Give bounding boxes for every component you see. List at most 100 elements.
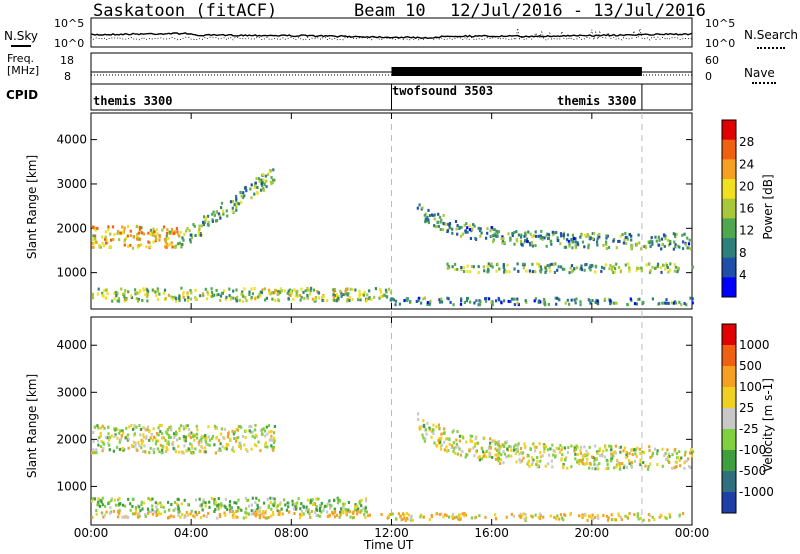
power-echo <box>475 299 478 303</box>
power-echo <box>490 300 493 304</box>
power-ylabel: Slant Range [km] <box>25 154 39 260</box>
velocity-echo <box>649 462 652 466</box>
velocity-echo <box>653 447 657 451</box>
velocity-echo <box>97 439 100 443</box>
velocity-echo <box>339 513 342 517</box>
velocity-echo <box>316 514 319 517</box>
power-echo <box>212 210 215 214</box>
velocity-echo <box>208 500 211 504</box>
velocity-echo <box>264 443 267 447</box>
power-echo <box>515 230 518 234</box>
velocity-echo <box>529 447 532 451</box>
velocity-echo <box>141 439 145 443</box>
velocity-echo <box>520 514 523 518</box>
velocity-echo <box>598 449 601 453</box>
velocity-echo <box>239 443 242 447</box>
power-echo <box>406 297 409 301</box>
velocity-echo <box>131 498 134 502</box>
velocity-echo <box>182 435 185 439</box>
velocity-echo <box>480 457 483 461</box>
velocity-echo <box>271 439 274 442</box>
power-echo <box>624 263 627 267</box>
velocity-echo <box>520 451 523 455</box>
power-echo <box>687 242 691 246</box>
power-echo <box>358 289 361 293</box>
power-echo <box>685 303 688 307</box>
power-echo <box>661 301 664 305</box>
velocity-echo <box>444 513 447 517</box>
power-echo <box>628 269 631 273</box>
velocity-echo <box>151 497 154 501</box>
power-echo <box>673 269 676 273</box>
velocity-echo <box>107 432 110 436</box>
velocity-echo <box>227 432 230 436</box>
velocity-echo <box>478 458 481 462</box>
velocity-echo <box>173 436 176 439</box>
velocity-echo <box>236 428 239 432</box>
power-echo <box>198 224 201 228</box>
velocity-echo <box>193 434 196 438</box>
power-echo <box>137 236 140 240</box>
velocity-echo <box>599 454 602 458</box>
power-echo <box>461 232 464 236</box>
power-echo <box>241 196 245 200</box>
power-echo <box>303 296 306 300</box>
power-echo <box>651 242 654 246</box>
velocity-echo <box>148 451 151 455</box>
velocity-echo <box>597 467 600 471</box>
power-echo <box>622 241 625 245</box>
velocity-echo <box>107 501 110 505</box>
velocity-echo <box>516 449 519 453</box>
velocity-echo <box>276 509 279 513</box>
power-echo <box>605 240 608 244</box>
velocity-echo <box>250 424 253 428</box>
velocity-echo <box>692 450 695 454</box>
power-echo <box>244 185 247 189</box>
power-echo <box>317 291 321 295</box>
velocity-echo <box>624 455 628 459</box>
power-echo <box>567 239 570 243</box>
power-echo <box>92 245 95 249</box>
velocity-echo <box>139 428 142 431</box>
power-echo <box>127 290 130 294</box>
velocity-echo <box>539 516 542 520</box>
velocity-echo <box>405 512 408 516</box>
power-echo <box>543 236 546 240</box>
velocity-echo <box>514 443 517 447</box>
power-echo <box>143 232 146 236</box>
velocity-echo <box>216 516 219 520</box>
velocity-echo <box>140 438 143 442</box>
freq-unit: [MHz] <box>7 64 40 77</box>
power-echo <box>529 232 532 236</box>
velocity-echo <box>456 452 459 456</box>
velocity-echo <box>452 449 455 453</box>
velocity-echo <box>213 498 216 501</box>
velocity-echo <box>338 515 341 519</box>
velocity-echo <box>114 503 118 507</box>
velocity-echo <box>95 451 98 455</box>
velocity-echo <box>152 451 156 454</box>
power-echo <box>477 265 480 269</box>
power-echo <box>571 240 574 244</box>
velocity-echo <box>295 507 298 511</box>
velocity-echo <box>565 456 568 460</box>
velocity-echo <box>222 436 225 440</box>
power-echo <box>96 226 99 230</box>
velocity-echo <box>147 510 150 514</box>
velocity-echo <box>594 467 597 471</box>
velocity-echo <box>122 431 125 435</box>
power-echo <box>250 196 253 200</box>
power-echo <box>220 206 223 210</box>
power-echo <box>491 303 494 307</box>
power-echo <box>508 270 511 274</box>
velocity-echo <box>435 512 438 516</box>
velocity-echo <box>606 518 610 522</box>
power-echo <box>433 213 436 217</box>
power-echo <box>207 214 210 218</box>
power-echo <box>140 243 143 247</box>
power-echo <box>205 297 209 301</box>
velocity-echo <box>170 442 174 446</box>
velocity-echo <box>268 430 271 434</box>
velocity-echo <box>110 498 113 502</box>
power-echo <box>124 289 127 293</box>
